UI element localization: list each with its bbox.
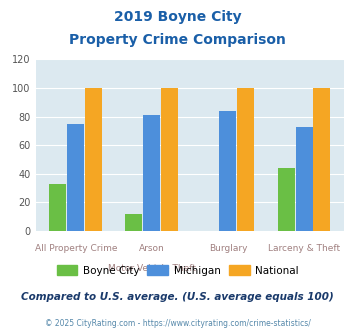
Text: Larceny & Theft: Larceny & Theft [268,244,340,253]
Text: All Property Crime: All Property Crime [34,244,117,253]
Text: © 2025 CityRating.com - https://www.cityrating.com/crime-statistics/: © 2025 CityRating.com - https://www.city… [45,319,310,328]
Bar [49,184,66,231]
Legend: Boyne City, Michigan, National: Boyne City, Michigan, National [53,261,302,280]
Text: Property Crime Comparison: Property Crime Comparison [69,33,286,47]
Bar [219,111,236,231]
Bar [296,127,312,231]
Text: 2019 Boyne City: 2019 Boyne City [114,10,241,24]
Bar [67,124,84,231]
Text: Arson: Arson [139,244,165,253]
Bar [85,88,102,231]
Bar [161,88,178,231]
Text: Burglary: Burglary [209,244,247,253]
Bar [125,214,142,231]
Text: Motor Vehicle Theft: Motor Vehicle Theft [108,264,196,273]
Bar [313,88,331,231]
Text: Compared to U.S. average. (U.S. average equals 100): Compared to U.S. average. (U.S. average … [21,292,334,302]
Bar [143,115,160,231]
Bar [237,88,255,231]
Bar [278,168,295,231]
